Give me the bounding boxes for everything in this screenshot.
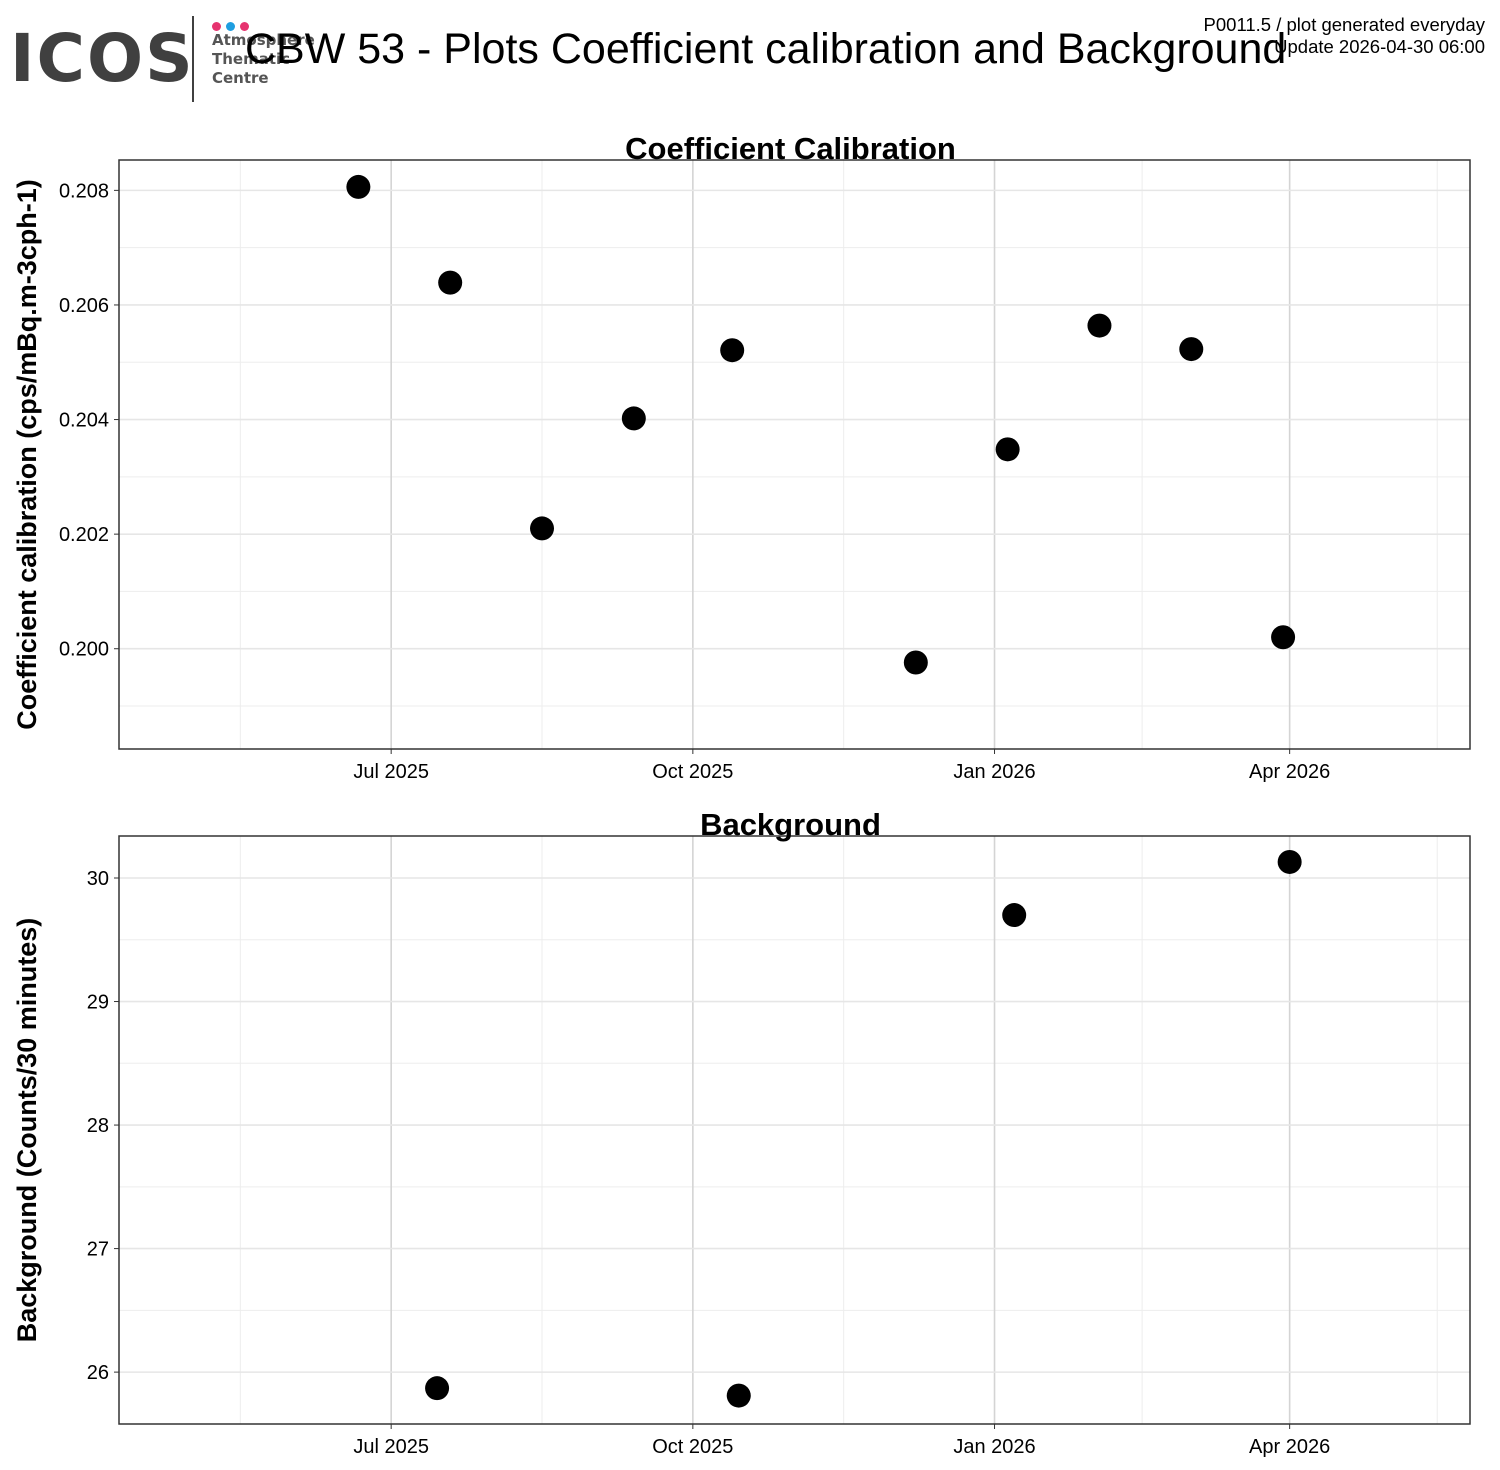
- data-point: [621, 406, 646, 431]
- page-title: CBW 53 - Plots Coefficient calibration a…: [245, 25, 1287, 73]
- logo-subtitle: Atmosphere Thematic Centre: [212, 31, 315, 88]
- data-point: [530, 516, 555, 541]
- panel-border: [118, 159, 1471, 750]
- x-tick-label: Oct 2025: [652, 761, 733, 783]
- x-tick-label: Oct 2025: [652, 1436, 733, 1458]
- y-axis-label: Coefficient calibration (cps/mBq.m-3cph-…: [12, 179, 42, 730]
- logo-line-1: Atmosphere: [212, 31, 315, 49]
- data-point: [903, 650, 928, 675]
- logo-line-3: Centre: [212, 69, 269, 87]
- y-tick-label: 28: [87, 1115, 109, 1137]
- panel-border: [118, 835, 1471, 1425]
- data-point: [1087, 313, 1112, 338]
- header: ICOS Atmosphere Thematic Centre CBW 53 -…: [0, 0, 1500, 110]
- data-point: [346, 174, 371, 199]
- y-tick-label: 29: [87, 992, 109, 1014]
- x-tick-label: Jan 2026: [953, 761, 1035, 783]
- y-tick-label: 0.200: [59, 639, 109, 661]
- data-point: [1271, 625, 1296, 650]
- logo-dot: [212, 22, 221, 31]
- y-tick-label: 26: [87, 1362, 109, 1384]
- meta-update-time: Update 2026-04-30 06:00: [1274, 36, 1485, 57]
- x-tick-label: Apr 2026: [1249, 1436, 1330, 1458]
- x-tick-label: Jul 2025: [353, 1436, 429, 1458]
- logo-dot: [226, 22, 235, 31]
- plot-area: [119, 160, 1470, 749]
- chart-title: Background: [700, 807, 881, 842]
- data-point: [726, 1383, 751, 1408]
- plot-area: [119, 836, 1470, 1424]
- data-point: [1179, 337, 1204, 362]
- data-point: [1277, 849, 1302, 874]
- data-point: [1002, 903, 1027, 928]
- y-tick-label: 0.202: [59, 524, 109, 546]
- logo-dots: [212, 18, 254, 31]
- chart-title: Coefficient Calibration: [625, 131, 956, 166]
- data-point: [438, 270, 463, 295]
- logo-dot: [240, 22, 249, 31]
- x-tick-label: Jul 2025: [353, 761, 429, 783]
- data-point: [995, 437, 1020, 462]
- icos-logo: ICOS Atmosphere Thematic Centre: [10, 14, 315, 104]
- data-point: [425, 1376, 450, 1401]
- logo-line-2: Thematic: [212, 50, 291, 68]
- y-tick-label: 30: [87, 868, 109, 890]
- logo-divider: [192, 16, 194, 102]
- plot-meta: P0011.5 / plot generated everyday Update…: [1204, 14, 1485, 58]
- meta-generation-note: P0011.5 / plot generated everyday: [1203, 14, 1485, 35]
- y-tick-label: 0.204: [59, 410, 109, 432]
- x-tick-label: Apr 2026: [1249, 761, 1330, 783]
- coefficient-calibration-chart: Jul 2025 Oct 2025 Jan 2026 Apr 2026 0.200 0.2…: [12, 131, 1471, 783]
- y-tick-label: 0.206: [59, 295, 109, 317]
- logo-wordmark: ICOS: [10, 20, 195, 97]
- y-axis-label: Background (Counts/30 minutes): [12, 918, 42, 1343]
- data-point: [720, 338, 745, 363]
- y-tick-label: 27: [87, 1239, 109, 1261]
- x-tick-label: Jan 2026: [953, 1436, 1035, 1458]
- y-tick-label: 0.208: [59, 180, 109, 202]
- background-chart: Jul 2025 Oct 2025 Jan 2026 Apr 2026 26 27 28 29…: [12, 807, 1471, 1458]
